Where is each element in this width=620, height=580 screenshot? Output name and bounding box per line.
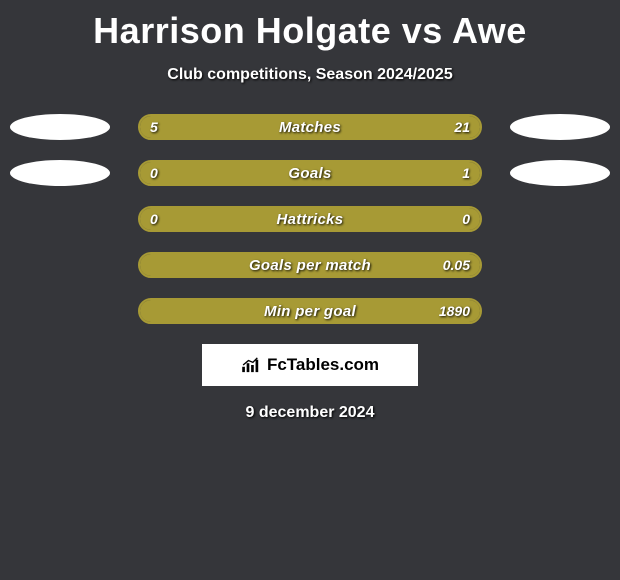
stat-value-left: 0 <box>150 162 158 184</box>
subtitle: Club competitions, Season 2024/2025 <box>0 66 620 84</box>
stat-row: Goals per match0.05 <box>0 252 620 278</box>
stat-value-left: 5 <box>150 116 158 138</box>
stat-value-right: 0.05 <box>443 254 470 276</box>
player-marker-right <box>510 114 610 140</box>
stat-value-right: 1890 <box>439 300 470 322</box>
brand-box: FcTables.com <box>202 344 418 386</box>
stat-label: Hattricks <box>140 208 480 230</box>
stat-value-right: 21 <box>454 116 470 138</box>
stat-bar: Goals0 1 <box>138 160 482 186</box>
brand-text: FcTables.com <box>267 355 379 375</box>
comparison-container: Matches521Goals01Hattricks00Goals per ma… <box>0 114 620 324</box>
player-marker-right <box>510 160 610 186</box>
stat-value-left: 0 <box>150 208 158 230</box>
stat-label: Goals per match <box>140 254 480 276</box>
player-marker-left <box>10 160 110 186</box>
stat-row: Goals0 1 <box>0 160 620 186</box>
stat-row: Min per goal1890 <box>0 298 620 324</box>
stat-value-right: 1 <box>462 162 470 184</box>
date-line: 9 december 2024 <box>0 404 620 422</box>
page-title: Harrison Holgate vs Awe <box>0 0 620 52</box>
player-marker-left <box>10 114 110 140</box>
stat-bar: Hattricks0 0 <box>138 206 482 232</box>
stat-bar: Min per goal1890 <box>138 298 482 324</box>
chart-icon <box>241 357 263 373</box>
stat-label: Min per goal <box>140 300 480 322</box>
stat-bar: Goals per match0.05 <box>138 252 482 278</box>
stat-bar: Matches5 21 <box>138 114 482 140</box>
stat-value-right: 0 <box>462 208 470 230</box>
stat-row: Hattricks0 0 <box>0 206 620 232</box>
stat-row: Matches5 21 <box>0 114 620 140</box>
stat-label: Goals <box>140 162 480 184</box>
stat-label: Matches <box>140 116 480 138</box>
